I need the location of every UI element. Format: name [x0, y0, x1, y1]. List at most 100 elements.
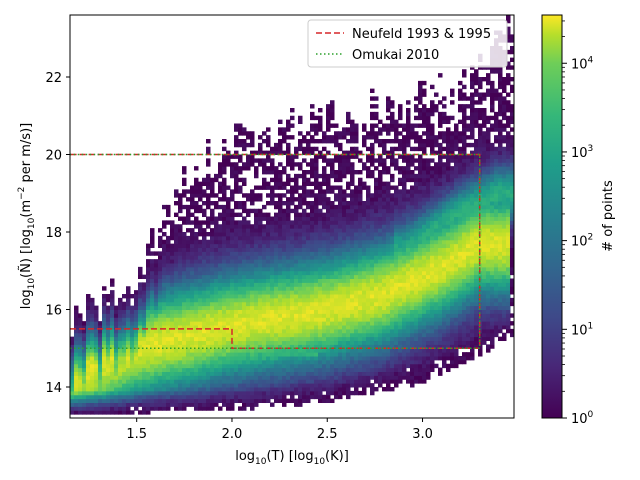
heatmap-cell — [406, 127, 411, 132]
heatmap-cell — [254, 348, 259, 353]
heatmap-cell — [214, 348, 219, 353]
heatmap-cell — [262, 332, 267, 338]
heatmap-cell — [250, 344, 255, 349]
heatmap-cell — [382, 150, 387, 155]
heatmap-cell — [278, 274, 283, 280]
heatmap-cell — [322, 228, 327, 233]
heatmap-cell — [422, 263, 427, 268]
heatmap-cell — [250, 375, 255, 380]
heatmap-cell — [398, 356, 403, 361]
heatmap-cell — [246, 309, 251, 314]
heatmap-cell — [274, 166, 279, 171]
heatmap-cell — [410, 359, 415, 365]
heatmap-cell — [230, 259, 235, 264]
heatmap-cell — [290, 274, 295, 280]
heatmap-cell — [358, 266, 363, 272]
heatmap-cell — [242, 402, 247, 407]
heatmap-cell — [426, 197, 431, 202]
heatmap-cell — [270, 390, 275, 396]
heatmap-cell — [110, 317, 115, 322]
heatmap-cell — [394, 162, 399, 167]
heatmap-cell — [210, 220, 215, 225]
heatmap-cell — [230, 197, 235, 202]
heatmap-cell — [282, 344, 287, 349]
heatmap-cell — [166, 208, 171, 214]
heatmap-cell — [154, 274, 159, 280]
heatmap-cell — [418, 170, 423, 175]
heatmap-cell — [314, 212, 319, 218]
heatmap-cell — [318, 266, 323, 272]
heatmap-cell — [154, 363, 159, 369]
heatmap-cell — [214, 263, 219, 268]
heatmap-cell — [326, 181, 331, 187]
heatmap-cell — [394, 328, 399, 334]
heatmap-cell — [306, 387, 311, 392]
heatmap-cell — [322, 294, 327, 299]
heatmap-cell — [114, 371, 119, 376]
heatmap-cell — [154, 367, 159, 373]
heatmap-cell — [310, 139, 315, 144]
heatmap-cell — [290, 189, 295, 194]
heatmap-cell — [102, 402, 107, 407]
heatmap-cell — [306, 247, 311, 252]
heatmap-cell — [118, 309, 123, 314]
heatmap-cell — [158, 290, 163, 295]
heatmap-cell — [218, 263, 223, 268]
heatmap-cell — [126, 402, 131, 407]
heatmap-cell — [250, 305, 255, 310]
heatmap-cell — [418, 282, 423, 287]
heatmap-cell — [186, 263, 191, 268]
heatmap-cell — [430, 340, 435, 345]
heatmap-cell — [342, 363, 347, 369]
heatmap-cell — [178, 286, 183, 291]
heatmap-cell — [406, 239, 411, 245]
heatmap-cell — [378, 286, 383, 291]
heatmap-cell — [378, 119, 383, 125]
heatmap-cell — [162, 270, 167, 276]
heatmap-cell — [166, 321, 171, 326]
heatmap-cell — [334, 266, 339, 272]
heatmap-cell — [326, 309, 331, 314]
heatmap-cell — [374, 363, 379, 369]
heatmap-cell — [310, 158, 315, 163]
heatmap-cell — [90, 387, 95, 392]
heatmap-cell — [102, 398, 107, 404]
heatmap-cell — [138, 297, 143, 303]
heatmap-cell — [414, 325, 419, 330]
heatmap-cell — [314, 131, 319, 136]
heatmap-cell — [390, 282, 395, 287]
heatmap-cell — [258, 197, 263, 202]
heatmap-cell — [270, 239, 275, 245]
heatmap-cell — [318, 189, 323, 194]
heatmap-cell — [366, 336, 371, 342]
heatmap-cell — [78, 390, 83, 396]
heatmap-cell — [234, 201, 239, 206]
heatmap-cell — [74, 344, 79, 349]
heatmap-cell — [238, 228, 243, 233]
heatmap-cell — [366, 224, 371, 229]
heatmap-cell — [190, 356, 195, 361]
heatmap-cell — [130, 328, 135, 334]
heatmap-cell — [134, 344, 139, 349]
heatmap-cell — [178, 290, 183, 295]
heatmap-cell — [246, 274, 251, 280]
heatmap-cell — [318, 115, 323, 121]
heatmap-cell — [350, 309, 355, 314]
heatmap-cell — [334, 282, 339, 287]
heatmap-cell — [434, 92, 439, 97]
heatmap-cell — [294, 173, 299, 179]
heatmap-cell — [170, 363, 175, 369]
heatmap-cell — [398, 251, 403, 256]
heatmap-cell — [298, 348, 303, 353]
heatmap-cell — [418, 142, 423, 148]
heatmap-cell — [402, 212, 407, 218]
heatmap-cell — [350, 173, 355, 179]
heatmap-cell — [322, 371, 327, 376]
heatmap-cell — [378, 224, 383, 229]
heatmap-cell — [194, 278, 199, 283]
heatmap-cell — [350, 263, 355, 268]
heatmap-cell — [234, 224, 239, 229]
heatmap-cell — [426, 325, 431, 330]
heatmap-cell — [434, 328, 439, 334]
heatmap-cell — [142, 290, 147, 295]
